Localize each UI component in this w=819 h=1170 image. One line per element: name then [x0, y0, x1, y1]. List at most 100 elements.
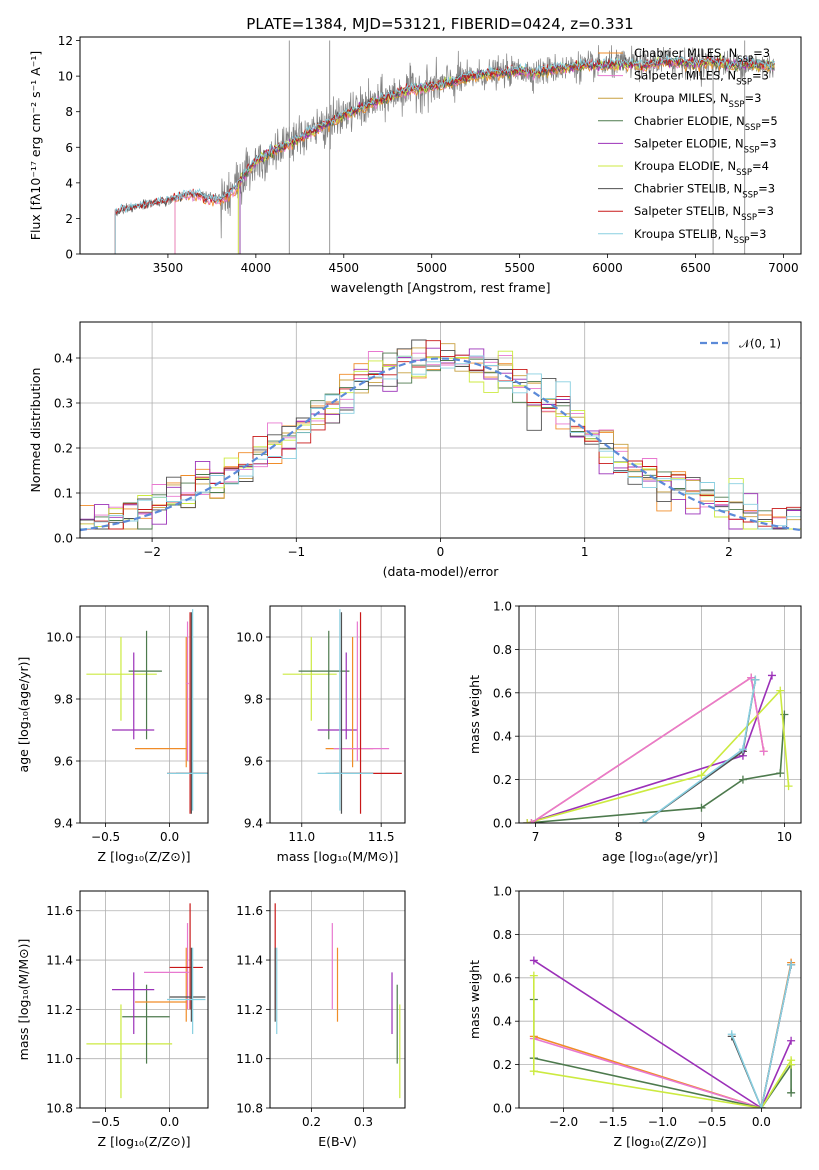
figure-title: PLATE=1384, MJD=53121, FIBERID=0424, z=0… — [246, 15, 633, 33]
x-axis-label: (data-model)/error — [383, 564, 500, 579]
massweight-vs-metallicity-panel: −2.0 −1.5 −1.0 −0.5 0.0 0.0 0.2 0.4 0.6 0.8 1.0 Z [… — [467, 885, 802, 1149]
axes-frame — [518, 890, 802, 1109]
y-tick-label: 10.0 — [46, 631, 73, 645]
axes-frame — [79, 321, 802, 539]
y-tick-label: 11.0 — [236, 1052, 263, 1066]
mass-weight-marker — [529, 1067, 538, 1076]
x-tick-label: −1.5 — [598, 1115, 627, 1129]
mass-weight-line — [533, 959, 792, 1108]
y-tick-label: 0.3 — [54, 397, 73, 411]
legend-entry: Chabrier STELIB, NSSP=3 — [634, 182, 775, 201]
y-tick-label: 1.0 — [493, 600, 512, 614]
axes-frame — [518, 605, 802, 824]
x-tick-label: −1.0 — [648, 1115, 677, 1129]
y-tick-label: 0.0 — [493, 1102, 512, 1116]
x-tick-label: 11.5 — [368, 830, 395, 844]
x-tick-label: 0.0 — [160, 1115, 179, 1129]
mass-weight-marker — [751, 675, 760, 684]
y-tick-label: 0.2 — [493, 1058, 512, 1072]
plot-area — [523, 671, 793, 823]
legend-entry: Salpeter STELIB, NSSP=3 — [634, 204, 774, 223]
y-tick-label: 11.2 — [236, 1003, 263, 1017]
x-tick-label: −1 — [287, 545, 305, 559]
x-tick-label: 0.3 — [354, 1115, 373, 1129]
y-tick-label: 11.4 — [46, 954, 73, 968]
mass-weight-marker — [787, 1036, 796, 1045]
mass-weight-line — [730, 964, 792, 1108]
x-tick-label: 10 — [777, 830, 792, 844]
x-tick-label: 11.0 — [288, 830, 315, 844]
mass-weight-line — [527, 688, 790, 823]
mass-weight-marker — [747, 673, 756, 682]
mass-weight-marker — [776, 686, 785, 695]
y-axis-label: mass weight — [467, 675, 482, 754]
mass-weight-marker — [727, 1030, 736, 1039]
x-tick-label: 8 — [615, 830, 623, 844]
axes-frame — [79, 890, 209, 1109]
x-tick-label: −0.5 — [91, 830, 120, 844]
model-spectrum-line — [237, 53, 775, 254]
residuals-panel: −2 −1 0 1 2 0.0 0.1 0.2 0.3 0.4 (data-model)/error… — [28, 321, 802, 579]
y-tick-label: 9.4 — [244, 817, 263, 831]
mass-weight-marker — [757, 1104, 766, 1108]
y-tick-label: 0.6 — [493, 971, 512, 985]
mass-weight-marker — [759, 747, 768, 756]
y-tick-label: 10.0 — [236, 631, 263, 645]
spectrum-panel: 3500 4000 4500 5000 5500 6000 6500 7000 0 2 4 6 8 10 1… — [28, 34, 802, 295]
mass-weight-line — [642, 679, 757, 823]
x-tick-label: 1 — [581, 545, 589, 559]
y-tick-label: 0.0 — [493, 817, 512, 831]
y-axis-label: age [log₁₀(age/yr)] — [16, 657, 31, 773]
mass-vs-ebv-panel: 0.2 0.3 10.8 11.0 11.2 11.4 11.6 E(B-V) — [236, 890, 406, 1149]
y-tick-label: 0.1 — [54, 487, 73, 501]
x-axis-label: Z [log₁₀(Z/Z⊙)] — [98, 1134, 191, 1149]
plot-area — [274, 903, 401, 1099]
legend-entry: Kroupa ELODIE, NSSP=4 — [634, 159, 769, 178]
y-tick-label: 0.8 — [493, 643, 512, 657]
legend-entry: 𝒩(0, 1) — [739, 337, 781, 351]
y-tick-label: 8 — [65, 105, 73, 119]
axes-frame — [79, 605, 209, 824]
y-tick-label: 12 — [58, 34, 73, 48]
x-tick-label: 9 — [698, 830, 706, 844]
y-tick-label: 11.6 — [236, 904, 263, 918]
y-axis-label: Flux [fλ10⁻¹⁷ erg cm⁻² s⁻¹ A⁻¹] — [28, 51, 43, 240]
y-tick-label: 0.0 — [54, 532, 73, 546]
mass-weight-marker — [639, 819, 648, 823]
x-axis-label: E(B-V) — [318, 1134, 357, 1149]
y-tick-label: 10 — [58, 70, 73, 84]
y-axis-label: mass [log₁₀(M/M⊙)] — [16, 939, 31, 1061]
y-tick-label: 9.4 — [54, 817, 73, 831]
y-tick-label: 9.8 — [54, 693, 73, 707]
y-tick-label: 6 — [65, 141, 73, 155]
mass-weight-line — [530, 676, 765, 823]
legend-entry: Chabrier ELODIE, NSSP=5 — [634, 114, 778, 133]
mass-weight-marker — [787, 1088, 796, 1097]
y-tick-label: 0 — [65, 248, 73, 262]
x-axis-label: Z [log₁₀(Z/Z⊙)] — [614, 1134, 707, 1149]
x-tick-label: 6500 — [680, 261, 711, 275]
mass-vs-metallicity-panel: −0.5 0.0 10.8 11.0 11.2 11.4 11.6 Z [log₁₀(Z/Z⊙… — [16, 890, 209, 1149]
x-tick-label: 5500 — [504, 261, 535, 275]
legend-entry: Salpeter ELODIE, NSSP=3 — [634, 136, 777, 155]
plot-area — [86, 903, 206, 1099]
x-tick-label: 0.0 — [160, 830, 179, 844]
y-tick-label: 0.6 — [493, 686, 512, 700]
mass-weight-marker — [787, 1060, 796, 1069]
y-tick-label: 9.6 — [54, 755, 73, 769]
plot-area — [114, 40, 775, 254]
mass-weight-marker — [527, 819, 536, 823]
axes-frame — [269, 890, 406, 1109]
legend-entry: Salpeter MILES, NSSP=3 — [634, 69, 769, 88]
mass-weight-marker — [697, 803, 706, 812]
age-vs-metallicity-panel: −0.5 0.0 9.4 9.6 9.8 10.0 Z [log₁₀(Z/Z⊙)] age [… — [16, 605, 209, 864]
y-tick-label: 9.6 — [244, 755, 263, 769]
mass-weight-line — [530, 676, 765, 823]
model-spectrum-line — [174, 58, 775, 254]
model-spectrum-line — [114, 54, 775, 254]
x-tick-label: 3500 — [153, 261, 184, 275]
x-tick-label: 5000 — [416, 261, 447, 275]
x-tick-label: 4000 — [241, 261, 272, 275]
mass-weight-marker — [523, 819, 532, 823]
